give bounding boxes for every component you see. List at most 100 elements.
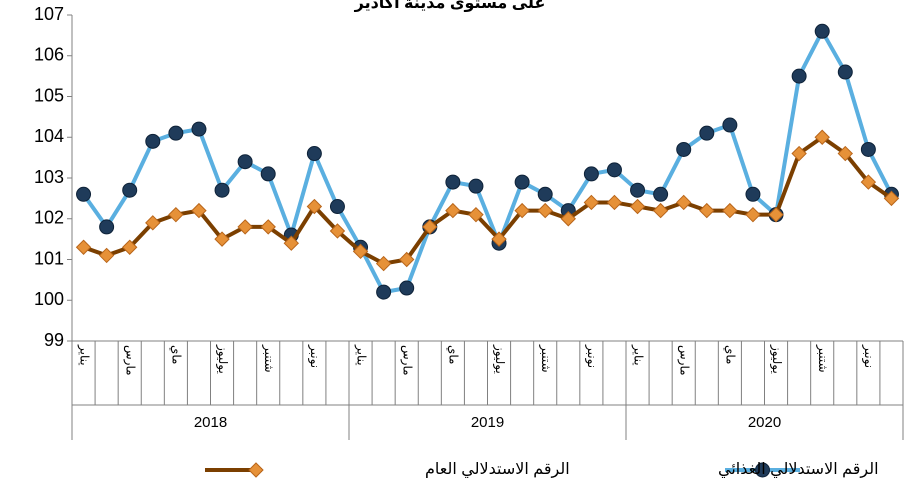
point bbox=[375, 255, 392, 272]
point bbox=[145, 215, 161, 231]
point bbox=[214, 231, 230, 247]
year-label: 2020 bbox=[748, 414, 781, 431]
series-line bbox=[82, 135, 893, 266]
year-label: 2018 bbox=[194, 414, 227, 431]
point bbox=[445, 202, 461, 219]
point bbox=[676, 194, 692, 211]
x-tick-label: يوليوز bbox=[492, 344, 507, 374]
point bbox=[214, 182, 230, 198]
y-tick-label: 99 bbox=[44, 330, 64, 350]
year-label: 2019 bbox=[471, 414, 504, 431]
point bbox=[122, 239, 138, 255]
y-tick-label: 103 bbox=[34, 167, 64, 187]
point bbox=[745, 186, 761, 202]
point bbox=[560, 211, 576, 227]
point bbox=[791, 145, 807, 162]
series-line bbox=[81, 29, 894, 295]
point bbox=[468, 206, 484, 223]
point bbox=[837, 145, 853, 162]
point bbox=[445, 174, 461, 190]
point bbox=[99, 219, 115, 235]
point bbox=[283, 235, 299, 251]
point bbox=[814, 23, 830, 39]
y-tick-label: 104 bbox=[34, 126, 64, 146]
x-tick-label: يناير bbox=[630, 344, 645, 366]
y-tick-label: 106 bbox=[34, 45, 64, 65]
point bbox=[514, 202, 530, 219]
chart-title: على مستوى مدينة أكادير bbox=[354, 0, 546, 12]
point bbox=[122, 182, 138, 198]
x-tick-label: يناير bbox=[76, 344, 91, 366]
legend-marker bbox=[755, 462, 770, 478]
point bbox=[399, 251, 415, 268]
point bbox=[306, 146, 322, 162]
x-tick-label: يوليوز bbox=[769, 344, 784, 374]
y-tick-label: 102 bbox=[34, 208, 64, 228]
point bbox=[860, 174, 877, 190]
point bbox=[653, 186, 669, 202]
x-tick-label: شتنبر bbox=[815, 344, 830, 373]
legend-label: الرقم الاستدلالي الغذائي bbox=[718, 461, 879, 479]
point bbox=[630, 182, 646, 198]
point bbox=[329, 223, 346, 239]
point bbox=[376, 284, 392, 300]
point bbox=[745, 206, 761, 223]
point bbox=[260, 219, 276, 235]
point bbox=[814, 129, 830, 145]
y-tick-label: 101 bbox=[34, 248, 64, 268]
point bbox=[491, 231, 507, 247]
x-tick-label: مارس bbox=[123, 345, 138, 376]
point bbox=[768, 206, 784, 223]
y-tick-label: 100 bbox=[34, 289, 64, 309]
point bbox=[514, 174, 530, 190]
x-tick-label: ماي bbox=[447, 345, 461, 364]
point bbox=[98, 247, 115, 264]
point bbox=[145, 133, 161, 149]
x-tick-label: يناير bbox=[353, 344, 368, 366]
point bbox=[652, 202, 669, 219]
point bbox=[606, 194, 623, 211]
point bbox=[791, 68, 807, 84]
point bbox=[352, 243, 369, 260]
point bbox=[606, 162, 622, 178]
x-tick-label: نونبر bbox=[307, 344, 322, 368]
point bbox=[583, 194, 600, 211]
point bbox=[191, 121, 207, 137]
point bbox=[306, 198, 323, 215]
point bbox=[191, 202, 207, 219]
x-tick-label: ماي bbox=[724, 345, 738, 364]
x-tick-label: نونبر bbox=[584, 344, 599, 368]
point bbox=[329, 199, 345, 215]
x-tick-label: شتنبر bbox=[538, 344, 553, 373]
point bbox=[883, 190, 900, 207]
point bbox=[722, 202, 738, 219]
x-tick-label: ماي bbox=[170, 345, 184, 364]
point bbox=[537, 202, 553, 219]
series bbox=[76, 23, 899, 300]
point bbox=[468, 178, 484, 194]
point bbox=[629, 198, 646, 215]
legend-marker bbox=[248, 462, 264, 478]
y-tick-label: 105 bbox=[34, 85, 64, 105]
y-tick-label: 107 bbox=[34, 4, 64, 24]
point bbox=[699, 202, 715, 219]
point bbox=[168, 125, 184, 141]
point bbox=[399, 280, 415, 296]
point bbox=[860, 141, 876, 157]
point bbox=[837, 64, 853, 80]
point bbox=[75, 239, 92, 255]
point bbox=[237, 219, 253, 235]
point bbox=[76, 186, 92, 202]
x-tick-label: شتنبر bbox=[261, 344, 276, 373]
x-tick-label: نونبر bbox=[861, 344, 876, 368]
x-tick-label: مارس bbox=[677, 345, 692, 376]
legend-label: الرقم الاستدلالي العام bbox=[425, 461, 570, 479]
point bbox=[722, 117, 738, 133]
x-tick-label: مارس bbox=[400, 345, 415, 376]
point bbox=[260, 166, 276, 182]
point bbox=[537, 186, 553, 202]
point bbox=[699, 125, 715, 141]
point bbox=[583, 166, 599, 182]
x-tick-label: يوليوز bbox=[215, 344, 230, 374]
